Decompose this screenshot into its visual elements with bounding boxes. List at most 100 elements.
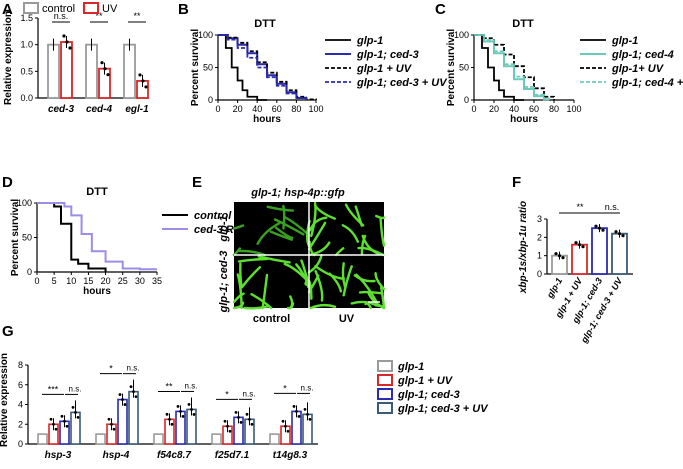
data-point <box>187 403 191 406</box>
legend-label: glp-1; ced-4 <box>611 49 674 61</box>
bar-glp-1-hsp-3 <box>37 433 48 445</box>
legend-label: glp-1; ced-3 + UV <box>356 77 448 89</box>
data-point <box>561 256 565 260</box>
y-axis-label: Relative expression <box>0 353 10 447</box>
worm <box>360 234 367 256</box>
data-point <box>76 416 80 419</box>
bar-glp-1 + UV <box>571 243 588 275</box>
series-line-control RNAi <box>37 202 107 272</box>
data-point <box>614 230 618 234</box>
y-tick-label: 0 <box>27 267 32 277</box>
legend-label: glp-1 <box>356 35 383 47</box>
data-point <box>621 234 625 238</box>
significance-mark: *** <box>48 384 59 394</box>
x-tick-label: 20 <box>489 104 499 114</box>
data-point <box>308 417 312 421</box>
significance-mark: ** <box>576 202 584 212</box>
x-tick-label: 100 <box>308 104 323 114</box>
data-point <box>63 419 66 423</box>
worm <box>342 265 353 297</box>
category-label: glp-1 <box>544 276 564 300</box>
significance-mark: * <box>109 364 113 374</box>
worm <box>364 302 372 310</box>
worm <box>353 274 376 283</box>
data-point <box>168 417 171 421</box>
panel-label-C: C <box>435 1 446 18</box>
x-tick-label: 60 <box>529 104 539 114</box>
data-point <box>62 34 66 38</box>
bar-glp-1; ced-3-hsp-4 <box>117 398 128 445</box>
data-point <box>107 417 111 421</box>
worm <box>282 204 286 230</box>
panel-A: 0.0 0.5 1.0 1.5 Relative expression ced-3 n.s.… <box>3 2 149 115</box>
category-label: hsp-4 <box>103 450 130 461</box>
category-label: egl-1 <box>125 104 149 115</box>
significance-mark: n.s. <box>54 11 69 21</box>
data-point <box>144 85 148 89</box>
legend-label: glp-1 <box>397 361 424 373</box>
worm <box>269 230 293 241</box>
worm <box>357 246 385 257</box>
significance-mark: n.s. <box>301 383 314 392</box>
significance-mark: ** <box>133 11 141 21</box>
bar-glp-1; ced-3 <box>591 227 608 275</box>
legend-label: glp-1 <box>611 35 638 47</box>
data-point <box>71 406 75 409</box>
x-tick-label: 100 <box>566 104 581 114</box>
y-tick-label: 3 <box>537 214 542 224</box>
y-tick-label: 0 <box>18 439 23 449</box>
y-tick-label: 1.0 <box>20 40 33 50</box>
column-label: UV <box>339 313 355 325</box>
data-point <box>306 412 309 416</box>
category-label: f25d7.1 <box>215 450 250 461</box>
y-tick-label: 100 <box>198 30 213 40</box>
data-point <box>118 393 122 396</box>
panel-label-D: D <box>2 174 13 191</box>
worm <box>375 214 386 220</box>
worm <box>374 272 386 291</box>
x-tick-label: 5 <box>52 276 57 286</box>
y-axis-label: Percent survival <box>190 29 201 106</box>
worm <box>314 204 336 220</box>
legend-swatch-UV <box>83 2 99 14</box>
data-point <box>303 407 307 411</box>
data-point <box>577 243 582 247</box>
significance-mark: * <box>225 389 229 399</box>
legend-label: UV <box>102 3 118 15</box>
worm <box>232 292 245 304</box>
panel-label-F: F <box>512 174 521 191</box>
x-tick-label: 80 <box>291 104 301 114</box>
significance-mark: n.s. <box>69 384 82 393</box>
data-point <box>170 422 174 426</box>
bar-control-ced-3 <box>47 43 60 99</box>
series-line-glp-1+ UV <box>474 34 555 100</box>
y-tick-label: 2 <box>537 232 542 242</box>
x-tick-label: 80 <box>549 104 559 114</box>
bar-glp-1-f54c8.7 <box>153 433 164 445</box>
series-line-glp-1; ced-4 + UV <box>474 34 550 100</box>
legend-label: control <box>42 3 75 15</box>
data-point <box>574 241 578 245</box>
y-tick-label: 8 <box>18 360 23 370</box>
x-tick-label: 15 <box>83 276 93 286</box>
worm <box>274 226 294 239</box>
bar-glp-1-hsp-4 <box>95 433 106 445</box>
panel-B: 0 50 100 0 20 40 60 80 100 hours Percent survival D… <box>190 18 448 125</box>
series-line-glp-1; ced-3 + UV <box>218 34 308 100</box>
data-point <box>284 424 287 428</box>
y-tick-label: 0.0 <box>20 93 33 103</box>
legend-label: glp-1; ced-4 + UV <box>611 77 683 89</box>
y-tick-label: 0.5 <box>20 66 33 76</box>
x-tick-label: 30 <box>135 276 145 286</box>
worm <box>379 286 386 310</box>
significance-mark: n.s. <box>127 364 140 373</box>
x-axis-label: hours <box>83 286 111 297</box>
y-tick-label: 0 <box>537 269 542 279</box>
y-tick-label: 1 <box>537 251 542 261</box>
data-point <box>132 390 135 394</box>
worm <box>307 253 323 274</box>
bar-control-egl-1 <box>123 43 136 99</box>
